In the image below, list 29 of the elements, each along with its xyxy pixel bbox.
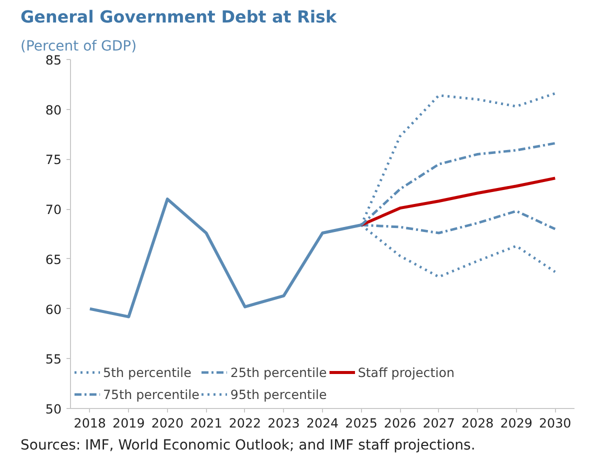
legend-label: 5th percentile (103, 364, 192, 380)
legend-label: 25th percentile (230, 364, 327, 380)
source-note: Sources: IMF, World Economic Outlook; and IMF staff projections. (20, 438, 476, 454)
x-tick-label: 2023 (268, 416, 300, 430)
x-tick-label: 2030 (539, 416, 572, 430)
chart-title: General Government Debt at Risk (20, 8, 338, 26)
chart-subtitle: (Percent of GDP) (20, 38, 137, 54)
legend-label: 75th percentile (103, 386, 200, 402)
x-tick-label: 2026 (384, 416, 416, 430)
x-tick-label: 2019 (112, 416, 145, 430)
legend-label: Staff projection (358, 364, 455, 380)
y-tick-label: 60 (45, 302, 62, 317)
y-tick-label: 75 (45, 152, 62, 168)
x-tick-label: 2024 (306, 416, 339, 430)
y-tick-label: 80 (45, 102, 62, 118)
x-tick-label: 2020 (151, 416, 184, 430)
x-tick-label: 2028 (461, 416, 494, 430)
y-tick-label: 50 (45, 402, 62, 416)
x-tick-label: 2029 (500, 416, 532, 430)
y-tick-label: 65 (45, 252, 62, 267)
x-tick-label: 2025 (345, 416, 378, 430)
y-tick-label: 55 (45, 352, 62, 367)
x-tick-label: 2027 (422, 416, 455, 430)
x-tick-label: 2021 (190, 416, 222, 430)
y-tick-label: 70 (45, 202, 62, 218)
y-tick-label: 85 (45, 52, 62, 68)
legend-label: 95th percentile (230, 386, 327, 402)
x-tick-label: 2018 (74, 416, 106, 430)
x-tick-label: 2022 (228, 416, 262, 430)
